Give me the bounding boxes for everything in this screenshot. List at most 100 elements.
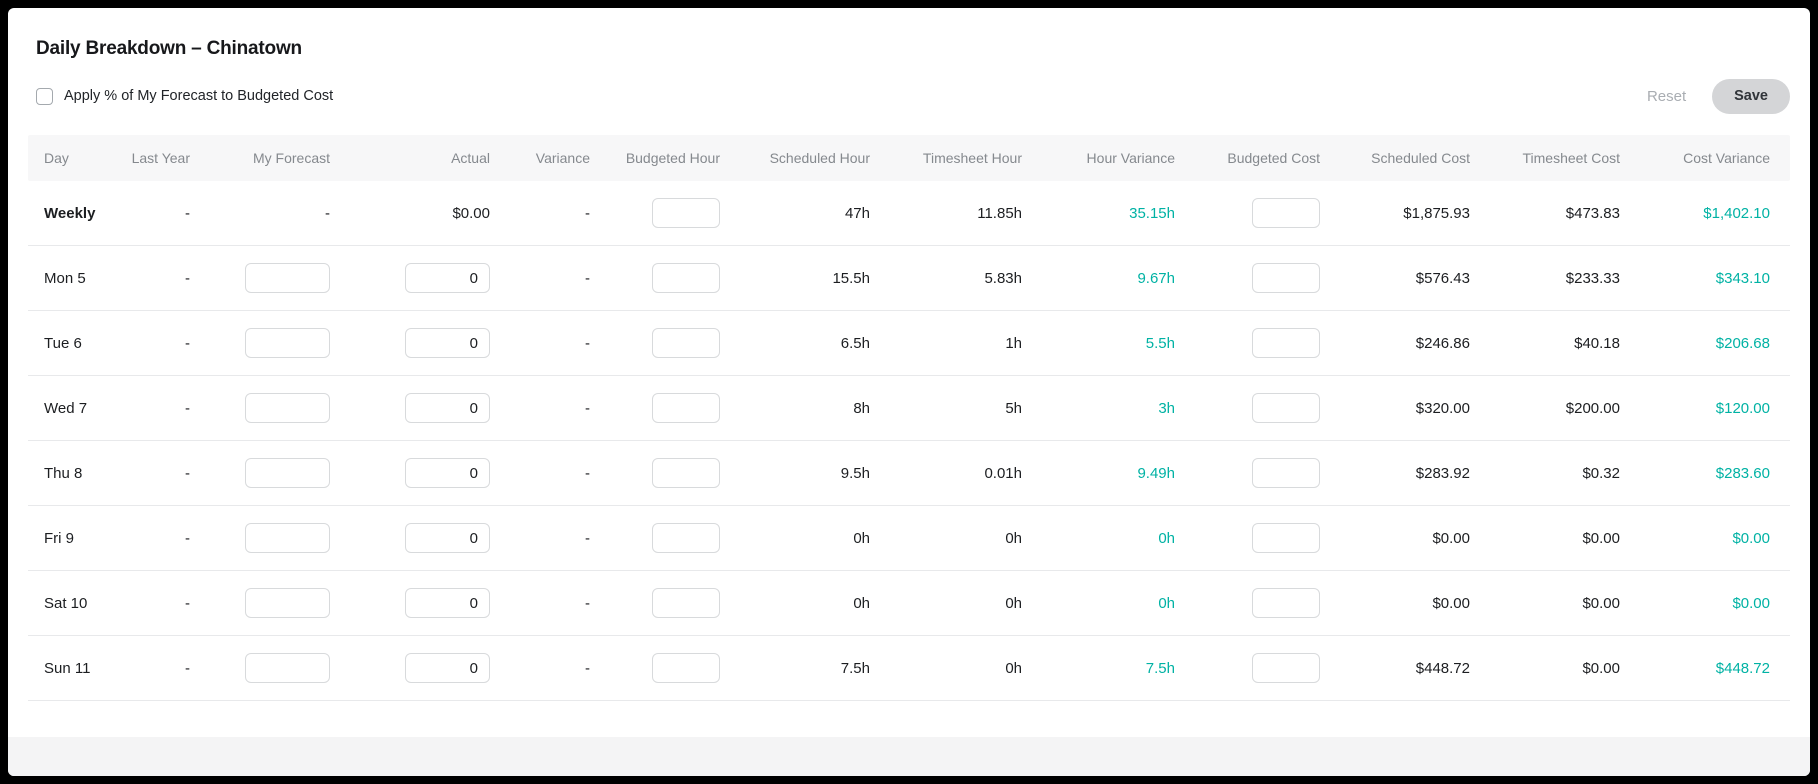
cell-variance: -: [585, 529, 590, 547]
table-row-weekly: Weekly - - $0.00 - 47h 11.85h 35.15h $1,…: [28, 181, 1790, 246]
cell-day: Mon 5: [44, 269, 86, 287]
budgeted-hour-input[interactable]: [652, 393, 720, 423]
table-row-fri: Fri 9 - - 0h 0h 0h $0.00 $0.00 $0.00: [28, 506, 1790, 571]
actual-input[interactable]: [405, 393, 490, 423]
col-header-timesheet-cost: Timesheet Cost: [1522, 150, 1620, 166]
cell-day: Weekly: [44, 204, 96, 222]
cell-timesheet-hour: 5h: [1005, 399, 1022, 417]
cell-scheduled-cost: $0.00: [1432, 594, 1470, 612]
cell-hour-variance: 35.15h: [1129, 204, 1175, 222]
action-buttons: Reset Save: [1646, 78, 1790, 114]
budgeted-cost-input[interactable]: [1252, 653, 1320, 683]
actual-input[interactable]: [405, 263, 490, 293]
budgeted-hour-input[interactable]: [652, 458, 720, 488]
cell-scheduled-hour: 7.5h: [840, 659, 870, 677]
apply-forecast-checkbox-row: Apply % of My Forecast to Budgeted Cost: [36, 87, 333, 105]
budgeted-hour-input[interactable]: [652, 263, 720, 293]
cell-my-forecast: -: [325, 204, 330, 222]
cell-scheduled-hour: 47h: [844, 204, 870, 222]
my-forecast-input[interactable]: [245, 458, 330, 488]
save-button[interactable]: Save: [1712, 78, 1790, 114]
budgeted-hour-input[interactable]: [652, 328, 720, 358]
reset-button[interactable]: Reset: [1646, 87, 1687, 105]
budgeted-cost-input[interactable]: [1252, 523, 1320, 553]
cell-timesheet-hour: 11.85h: [977, 204, 1022, 222]
cell-variance: -: [585, 204, 590, 222]
cell-last-year: -: [185, 464, 190, 482]
actual-input[interactable]: [405, 458, 490, 488]
table-row-tue: Tue 6 - - 6.5h 1h 5.5h $246.86 $40.18 $2…: [28, 311, 1790, 376]
cell-cost-variance: $448.72: [1715, 659, 1770, 677]
table-row-wed: Wed 7 - - 8h 5h 3h $320.00 $200.00 $120.…: [28, 376, 1790, 441]
cell-variance: -: [585, 334, 590, 352]
controls-row: Apply % of My Forecast to Budgeted Cost …: [28, 78, 1790, 114]
cell-timesheet-cost: $0.00: [1582, 659, 1620, 677]
cell-timesheet-cost: $0.32: [1582, 464, 1620, 482]
budgeted-hour-input[interactable]: [652, 588, 720, 618]
actual-input[interactable]: [405, 328, 490, 358]
cell-cost-variance: $206.68: [1715, 334, 1770, 352]
budgeted-cost-input[interactable]: [1252, 328, 1320, 358]
cell-hour-variance: 5.5h: [1145, 334, 1175, 352]
my-forecast-input[interactable]: [245, 653, 330, 683]
my-forecast-input[interactable]: [245, 393, 330, 423]
footer-band: [8, 737, 1810, 776]
budgeted-hour-input[interactable]: [652, 198, 720, 228]
cell-variance: -: [585, 269, 590, 287]
cell-hour-variance: 0h: [1158, 529, 1175, 547]
cell-cost-variance: $120.00: [1715, 399, 1770, 417]
cell-last-year: -: [185, 594, 190, 612]
cell-timesheet-hour: 5.83h: [984, 269, 1022, 287]
budgeted-cost-input[interactable]: [1252, 458, 1320, 488]
col-header-actual: Actual: [451, 150, 490, 166]
cell-last-year: -: [185, 399, 190, 417]
cell-timesheet-hour: 0.01h: [984, 464, 1022, 482]
col-header-budgeted-hour: Budgeted Hour: [625, 150, 720, 166]
cell-actual: $0.00: [452, 204, 490, 222]
budgeted-hour-input[interactable]: [652, 523, 720, 553]
cell-scheduled-cost: $320.00: [1415, 399, 1470, 417]
col-header-scheduled-cost: Scheduled Cost: [1371, 150, 1470, 166]
actual-input[interactable]: [405, 588, 490, 618]
apply-forecast-checkbox[interactable]: [36, 87, 53, 105]
cell-timesheet-hour: 0h: [1005, 594, 1022, 612]
col-header-scheduled-hour: Scheduled Hour: [769, 150, 870, 166]
budgeted-cost-input[interactable]: [1252, 393, 1320, 423]
cell-variance: -: [585, 594, 590, 612]
col-header-cost-variance: Cost Variance: [1683, 150, 1770, 166]
cell-hour-variance: 7.5h: [1145, 659, 1175, 677]
cell-variance: -: [585, 464, 590, 482]
cell-day: Sat 10: [44, 594, 88, 612]
table-row-thu: Thu 8 - - 9.5h 0.01h 9.49h $283.92 $0.32…: [28, 441, 1790, 506]
cell-hour-variance: 0h: [1158, 594, 1175, 612]
budgeted-hour-input[interactable]: [652, 653, 720, 683]
actual-input[interactable]: [405, 523, 490, 553]
cell-hour-variance: 9.67h: [1137, 269, 1175, 287]
cell-day: Thu 8: [44, 464, 83, 482]
cell-timesheet-cost: $0.00: [1582, 529, 1620, 547]
my-forecast-input[interactable]: [245, 328, 330, 358]
cell-variance: -: [585, 659, 590, 677]
col-header-my-forecast: My Forecast: [252, 150, 330, 166]
cell-variance: -: [585, 399, 590, 417]
cell-last-year: -: [185, 529, 190, 547]
cell-last-year: -: [185, 269, 190, 287]
col-header-timesheet-hour: Timesheet Hour: [922, 150, 1022, 166]
cell-timesheet-hour: 0h: [1005, 659, 1022, 677]
budgeted-cost-input[interactable]: [1252, 198, 1320, 228]
cell-timesheet-hour: 1h: [1005, 334, 1022, 352]
budgeted-cost-input[interactable]: [1252, 263, 1320, 293]
my-forecast-input[interactable]: [245, 523, 330, 553]
my-forecast-input[interactable]: [245, 263, 330, 293]
actual-input[interactable]: [405, 653, 490, 683]
cell-scheduled-cost: $0.00: [1432, 529, 1470, 547]
cell-cost-variance: $283.60: [1715, 464, 1770, 482]
my-forecast-input[interactable]: [245, 588, 330, 618]
cell-day: Fri 9: [44, 529, 74, 547]
col-header-day: Day: [44, 150, 69, 166]
budgeted-cost-input[interactable]: [1252, 588, 1320, 618]
cell-scheduled-cost: $576.43: [1415, 269, 1470, 287]
table-row-mon: Mon 5 - - 15.5h 5.83h 9.67h $576.43 $233…: [28, 246, 1790, 311]
cell-scheduled-hour: 0h: [853, 529, 870, 547]
page-title: Daily Breakdown – Chinatown: [36, 38, 302, 59]
